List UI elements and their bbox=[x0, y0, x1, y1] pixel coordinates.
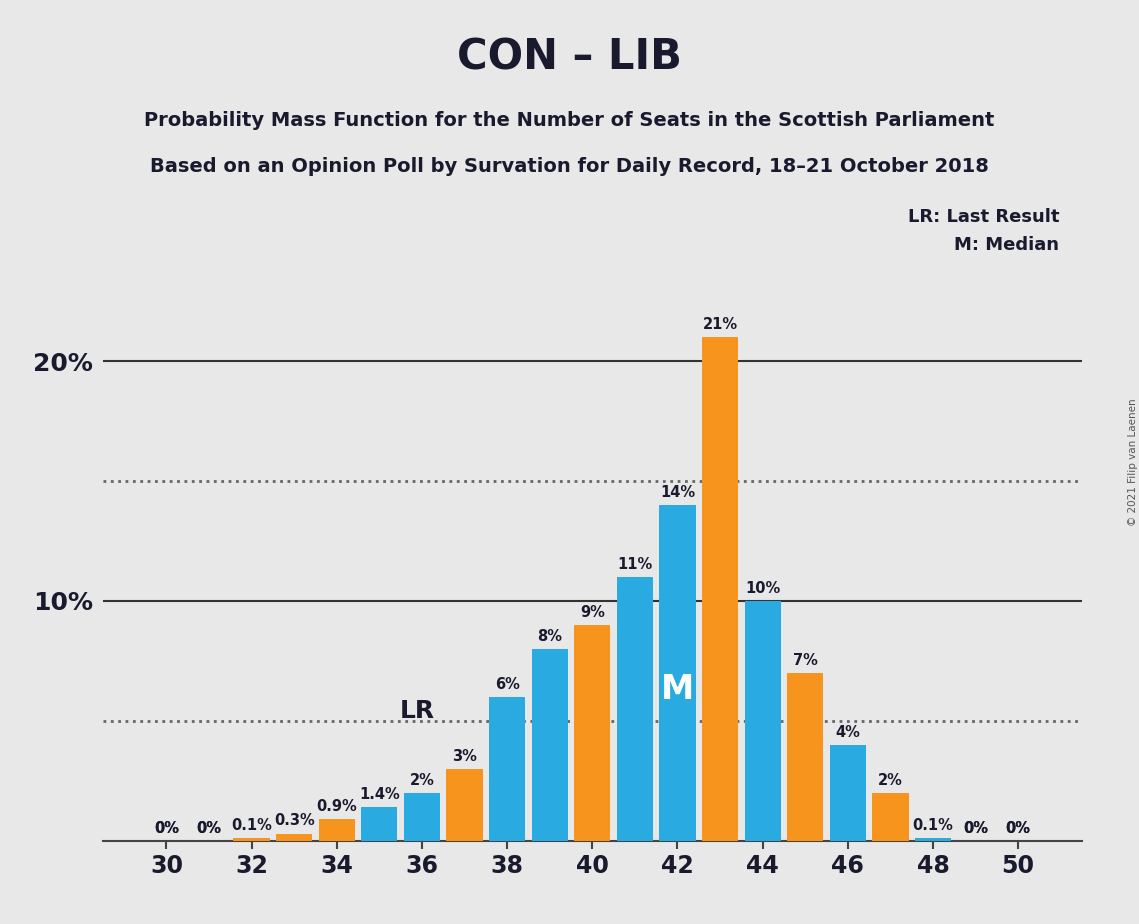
Bar bbox=[872, 793, 909, 841]
Bar bbox=[276, 833, 312, 841]
Text: 0%: 0% bbox=[964, 821, 988, 835]
Text: M: Median: M: Median bbox=[954, 236, 1059, 253]
Text: 11%: 11% bbox=[617, 557, 653, 572]
Text: 2%: 2% bbox=[878, 772, 903, 787]
Text: 0%: 0% bbox=[197, 821, 221, 835]
Bar bbox=[659, 505, 696, 841]
Text: 4%: 4% bbox=[835, 724, 860, 739]
Text: 3%: 3% bbox=[452, 748, 477, 763]
Text: LR: Last Result: LR: Last Result bbox=[908, 208, 1059, 225]
Text: 0%: 0% bbox=[1006, 821, 1031, 835]
Text: Probability Mass Function for the Number of Seats in the Scottish Parliament: Probability Mass Function for the Number… bbox=[145, 111, 994, 130]
Bar bbox=[745, 601, 780, 841]
Text: 0.3%: 0.3% bbox=[273, 813, 314, 829]
Text: 0%: 0% bbox=[154, 821, 179, 835]
Bar bbox=[361, 808, 398, 841]
Bar bbox=[915, 838, 951, 841]
Text: M: M bbox=[661, 674, 694, 706]
Bar bbox=[617, 577, 653, 841]
Bar bbox=[829, 745, 866, 841]
Bar bbox=[489, 697, 525, 841]
Bar bbox=[532, 649, 568, 841]
Text: 14%: 14% bbox=[659, 485, 695, 500]
Bar bbox=[787, 673, 823, 841]
Text: 0%: 0% bbox=[154, 821, 179, 835]
Text: 0%: 0% bbox=[1006, 821, 1031, 835]
Bar bbox=[446, 769, 483, 841]
Text: 8%: 8% bbox=[538, 628, 563, 644]
Bar bbox=[574, 625, 611, 841]
Text: 9%: 9% bbox=[580, 604, 605, 620]
Text: 6%: 6% bbox=[494, 676, 519, 692]
Bar bbox=[404, 793, 440, 841]
Text: © 2021 Filip van Laenen: © 2021 Filip van Laenen bbox=[1129, 398, 1138, 526]
Text: 10%: 10% bbox=[745, 580, 780, 596]
Text: 0.1%: 0.1% bbox=[231, 818, 272, 833]
Text: CON – LIB: CON – LIB bbox=[457, 37, 682, 79]
Text: Based on an Opinion Poll by Survation for Daily Record, 18–21 October 2018: Based on an Opinion Poll by Survation fo… bbox=[150, 157, 989, 176]
Text: 21%: 21% bbox=[703, 317, 738, 332]
Text: 0%: 0% bbox=[197, 821, 221, 835]
Text: 7%: 7% bbox=[793, 652, 818, 668]
Text: 0.9%: 0.9% bbox=[317, 799, 358, 814]
Text: 2%: 2% bbox=[410, 772, 434, 787]
Text: 0%: 0% bbox=[964, 821, 988, 835]
Text: LR: LR bbox=[400, 699, 435, 723]
Text: 0.1%: 0.1% bbox=[912, 818, 953, 833]
Bar bbox=[702, 337, 738, 841]
Bar bbox=[233, 838, 270, 841]
Text: 1.4%: 1.4% bbox=[359, 787, 400, 802]
Bar bbox=[319, 820, 355, 841]
